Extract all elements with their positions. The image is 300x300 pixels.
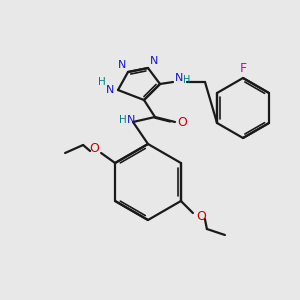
Text: H: H (98, 77, 106, 87)
Text: N: N (150, 56, 158, 66)
Text: N: N (118, 60, 126, 70)
Text: O: O (89, 142, 99, 155)
Text: N: N (106, 85, 114, 95)
Text: O: O (177, 116, 187, 128)
Text: N: N (175, 73, 183, 83)
Text: O: O (196, 209, 206, 223)
Text: H: H (183, 75, 191, 85)
Text: H: H (119, 115, 127, 125)
Text: F: F (239, 62, 247, 76)
Text: N: N (127, 115, 135, 125)
